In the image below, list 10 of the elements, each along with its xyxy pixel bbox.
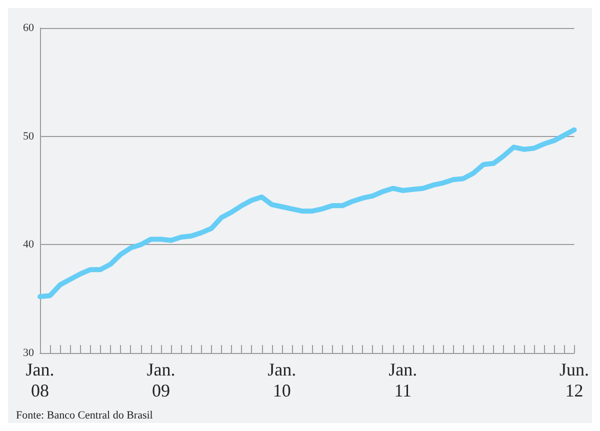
x-tick-label: Jun. 12 [559,360,590,400]
y-tick-label: 40 [23,238,34,251]
y-tick-label: 30 [23,347,34,359]
x-tick-label: Jan. 11 [388,360,418,400]
y-tick-label: 60 [23,22,34,34]
source-note: Fonte: Banco Central do Brasil [16,410,153,422]
x-tick-label: Jan. 09 [146,360,176,400]
x-tick-label: Jan. 08 [26,360,54,400]
x-tick-label: Jan. 10 [268,360,296,400]
y-tick-label: 50 [23,130,34,142]
